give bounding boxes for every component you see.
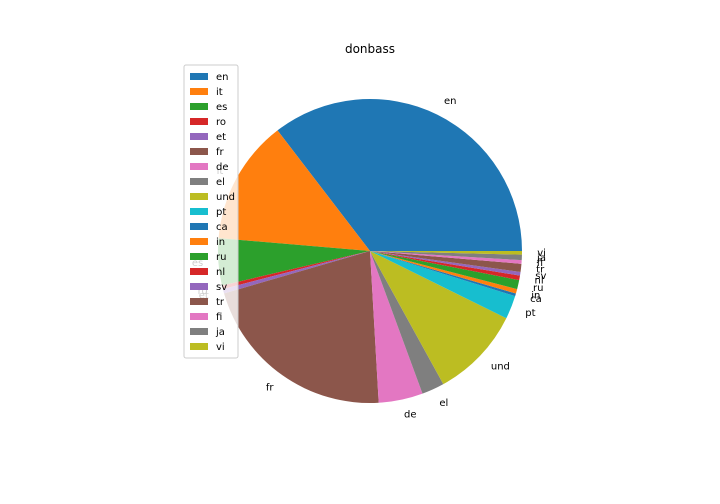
pie-slice-es <box>217 238 370 286</box>
legend-label-sv: sv <box>216 282 227 293</box>
chart-title: donbass <box>345 42 395 56</box>
pie-slice-fr <box>224 251 379 403</box>
slice-label-ja: ja <box>536 253 546 264</box>
legend-label-es: es <box>216 102 227 113</box>
pie-slice-in <box>370 251 518 294</box>
legend-swatch-fi <box>190 313 208 320</box>
slice-label-en: en <box>444 96 457 107</box>
slice-label-und: und <box>491 362 510 373</box>
legend-swatch-nl <box>190 268 208 275</box>
pie-slice-fi <box>370 251 522 264</box>
slice-label-fr: fr <box>266 383 275 394</box>
legend: en it es ro et fr de el und pt ca in ru nl sv tr fi ja vi <box>183 64 239 359</box>
slice-label-el: el <box>439 398 448 409</box>
legend-label-ja: ja <box>215 327 225 338</box>
pie-slice-sv <box>370 251 521 276</box>
legend-swatch-fr <box>190 148 208 155</box>
pie-slice-ro <box>221 251 370 290</box>
legend-swatch-ja <box>190 328 208 335</box>
slice-label-tr: tr <box>536 265 545 276</box>
legend-swatch-de <box>190 163 208 170</box>
pie-slice-pt <box>370 251 516 319</box>
slice-label-ca: ca <box>530 294 542 305</box>
legend-label-it: it <box>216 87 223 98</box>
pie-slices <box>217 99 523 403</box>
pie-slice-ca <box>370 251 516 297</box>
legend-swatch-et <box>190 133 208 140</box>
legend-label-de: de <box>216 162 229 173</box>
legend-label-pt: pt <box>216 207 226 218</box>
pie-slice-vi <box>370 251 523 255</box>
slice-label-nl: nl <box>535 276 544 287</box>
legend-label-vi: vi <box>216 342 225 353</box>
legend-label-tr: tr <box>216 297 225 308</box>
legend-swatch-ca <box>190 223 208 230</box>
pie-slice-it <box>218 130 370 251</box>
legend-swatch-und <box>190 193 208 200</box>
pie-slice-ja <box>370 251 522 261</box>
legend-label-ca: ca <box>216 222 228 233</box>
legend-label-el: el <box>216 177 225 188</box>
legend-swatch-tr <box>190 298 208 305</box>
legend-swatch-es <box>190 103 208 110</box>
slice-label-in: in <box>531 290 540 301</box>
legend-swatch-in <box>190 238 208 245</box>
slice-label-sv: sv <box>535 271 546 282</box>
legend-label-fr: fr <box>216 147 225 158</box>
legend-swatch-pt <box>190 208 208 215</box>
slice-label-ru: ru <box>533 283 543 294</box>
legend-swatch-it <box>190 88 208 95</box>
pie-slice-und <box>370 251 507 385</box>
legend-swatch-el <box>190 178 208 185</box>
slice-label-de: de <box>404 410 417 421</box>
legend-swatch-ru <box>190 253 208 260</box>
legend-label-ro: ro <box>216 117 226 128</box>
legend-label-in: in <box>216 237 225 248</box>
slice-label-fi: fi <box>537 258 543 269</box>
pie-slice-et <box>222 251 370 294</box>
pie-slice-nl <box>370 251 520 281</box>
legend-swatch-en <box>190 73 208 80</box>
pie-slice-ru <box>370 251 520 290</box>
pie-slice-tr <box>370 251 522 273</box>
legend-swatch-sv <box>190 283 208 290</box>
pie-slice-el <box>370 251 444 394</box>
legend-label-und: und <box>216 192 235 203</box>
legend-label-ru: ru <box>216 252 226 263</box>
slice-label-pt: pt <box>525 308 535 319</box>
legend-label-nl: nl <box>216 267 225 278</box>
pie-slice-de <box>370 251 423 403</box>
legend-swatch-vi <box>190 343 208 350</box>
legend-swatch-ro <box>190 118 208 125</box>
slice-label-vi: vi <box>537 248 546 259</box>
pie-slice-en <box>277 99 522 251</box>
legend-label-en: en <box>216 72 229 83</box>
legend-label-fi: fi <box>216 312 222 323</box>
legend-label-et: et <box>216 132 226 143</box>
